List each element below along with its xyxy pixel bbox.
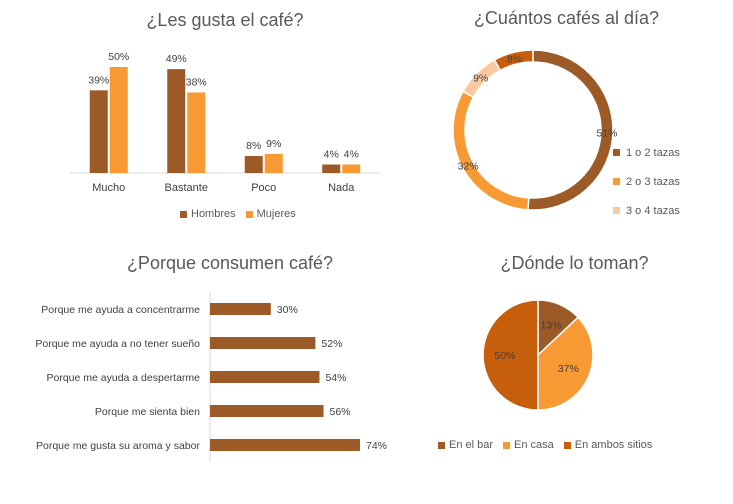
legend-swatch bbox=[245, 210, 253, 218]
data-label: 49% bbox=[166, 53, 187, 65]
bar bbox=[210, 439, 360, 451]
legend-swatch bbox=[503, 441, 511, 449]
bar-hombres bbox=[167, 69, 186, 173]
legend-label: En ambos sitios bbox=[574, 439, 653, 451]
bar-mujeres bbox=[264, 153, 283, 173]
bar-chart-plot: 39% 50% Mucho 49% 38% Bastante 8% 9% Poco 4% 4% Nad… bbox=[70, 51, 380, 194]
chart-title: ¿Dónde lo toman? bbox=[500, 253, 649, 273]
slice-label: 13% bbox=[541, 320, 562, 332]
legend-swatch bbox=[613, 178, 620, 185]
chart-legend: 1 o 2 tazas 2 o 3 tazas 3 o 4 tazas bbox=[613, 138, 680, 225]
bar-mujeres bbox=[342, 164, 361, 173]
y-tick-label: Porque me gusta su aroma y sabor bbox=[36, 440, 201, 452]
chart-title: ¿Cuántos cafés al día? bbox=[473, 8, 660, 28]
legend-label: 3 o 4 tazas bbox=[626, 204, 680, 217]
bar bbox=[210, 303, 271, 315]
bar bbox=[210, 405, 324, 417]
chart-title: ¿Porque consumen café? bbox=[126, 253, 334, 273]
slice-label: 32% bbox=[458, 161, 479, 173]
legend-item-en-el-bar: En el bar bbox=[438, 439, 493, 451]
bar bbox=[210, 371, 320, 383]
data-label: 52% bbox=[321, 338, 342, 350]
bar-hombres bbox=[244, 156, 263, 173]
x-tick-label: Poco bbox=[251, 182, 276, 194]
chart-legend: En el bar En casa En ambos sitios bbox=[438, 439, 662, 451]
y-tick-label: Porque me sienta bien bbox=[95, 406, 200, 418]
legend-swatch bbox=[563, 441, 571, 449]
y-tick-label: Porque me ayuda a no tener sueño bbox=[35, 338, 200, 350]
data-label: 38% bbox=[186, 76, 207, 88]
pie-chart-plot: 13% 37% 50% bbox=[482, 299, 594, 411]
chart-cuantos-cafes: ¿Cuántos cafés al día? 51% 32% 9% 8% 1 o 2 … bbox=[420, 0, 733, 240]
legend-label: En casa bbox=[514, 439, 554, 451]
slice-label: 8% bbox=[507, 53, 522, 65]
legend-swatch bbox=[613, 207, 620, 214]
slice-label: 50% bbox=[494, 350, 515, 362]
y-tick-label: Porque me ayuda a despertarme bbox=[46, 372, 200, 384]
legend-label: En el bar bbox=[449, 439, 494, 451]
data-label: 74% bbox=[366, 440, 387, 452]
slice-label: 51% bbox=[596, 127, 617, 139]
hbar-chart-plot: 30% Porque me ayuda a concentrarme 52% Porq… bbox=[35, 292, 387, 462]
bar-hombres bbox=[89, 90, 108, 173]
pie-slice bbox=[482, 299, 539, 411]
legend-label: Hombres bbox=[191, 208, 236, 220]
data-label: 56% bbox=[330, 406, 351, 418]
chart-porque-consumen: ¿Porque consumen café? 30% Porque me ayud… bbox=[0, 245, 420, 504]
legend-label: Mujeres bbox=[256, 208, 296, 220]
x-tick-label: Mucho bbox=[92, 182, 125, 194]
data-label: 54% bbox=[325, 372, 346, 384]
pie-slice bbox=[493, 49, 534, 72]
bar-mujeres bbox=[187, 92, 206, 173]
data-label: 9% bbox=[266, 138, 281, 150]
pie-slice bbox=[537, 316, 594, 411]
x-tick-label: Bastante bbox=[165, 182, 208, 194]
pie-slice bbox=[452, 90, 530, 211]
x-tick-label: Nada bbox=[328, 182, 355, 194]
legend-item-mujeres: Mujeres bbox=[245, 208, 296, 220]
legend-swatch bbox=[438, 441, 445, 449]
legend-label: 2 o 3 tazas bbox=[626, 175, 680, 188]
bar-hombres bbox=[322, 164, 341, 173]
bar bbox=[210, 337, 316, 349]
legend-item-2-3-tazas: 2 o 3 tazas bbox=[613, 167, 680, 196]
legend-item-en-ambos-sitios: En ambos sitios bbox=[563, 439, 653, 451]
data-label: 8% bbox=[246, 140, 261, 152]
legend-item-en-casa: En casa bbox=[503, 439, 554, 451]
legend-swatch bbox=[180, 210, 187, 218]
donut-chart-plot: 51% 32% 9% 8% bbox=[452, 49, 617, 211]
legend-item-1-2-tazas: 1 o 2 tazas bbox=[613, 138, 680, 167]
chart-donde-lo-toman: ¿Dónde lo toman? 13% 37% 50% En el bar En … bbox=[420, 245, 733, 504]
chart-les-gusta: ¿Les gusta el café? 39% 50% Mucho 49% 38% Bas… bbox=[60, 0, 390, 240]
data-label: 50% bbox=[108, 51, 129, 63]
chart-legend: Hombres Mujeres bbox=[180, 208, 306, 220]
bar-mujeres bbox=[109, 67, 128, 173]
data-label: 4% bbox=[324, 149, 339, 161]
slice-label: 9% bbox=[473, 73, 488, 85]
data-label: 4% bbox=[344, 149, 359, 161]
chart-title: ¿Les gusta el café? bbox=[146, 10, 304, 30]
slice-label: 37% bbox=[558, 363, 579, 375]
data-label: 30% bbox=[277, 304, 298, 316]
y-tick-label: Porque me ayuda a concentrarme bbox=[41, 304, 200, 316]
legend-label: 1 o 2 tazas bbox=[626, 146, 680, 159]
data-label: 39% bbox=[88, 74, 109, 86]
legend-item-3-4-tazas: 3 o 4 tazas bbox=[613, 196, 680, 225]
legend-swatch bbox=[613, 149, 620, 156]
legend-item-hombres: Hombres bbox=[180, 208, 236, 220]
